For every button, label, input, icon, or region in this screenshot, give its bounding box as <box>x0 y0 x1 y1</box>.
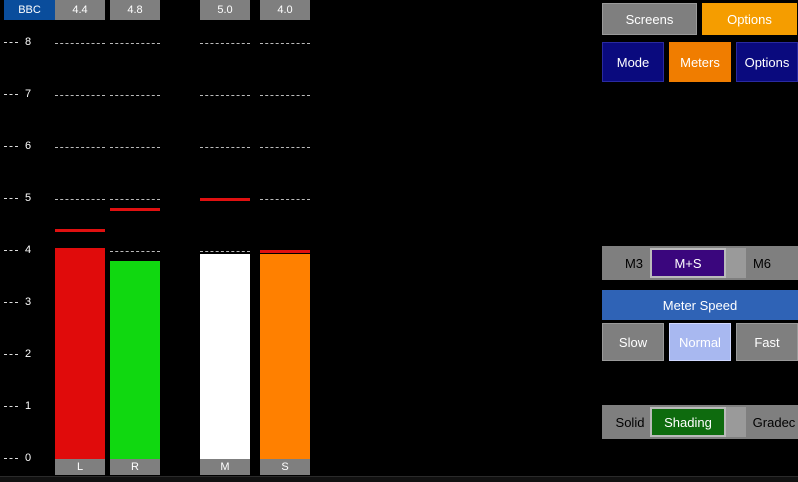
scale-tick-label: 5 <box>24 192 32 204</box>
brand-label: BBC <box>4 0 55 20</box>
peak-readout-m: 5.0 <box>200 0 250 20</box>
peak-readout-r: 4.8 <box>110 0 160 20</box>
scale-gridline <box>260 199 310 200</box>
scale-gridline <box>110 199 160 200</box>
fill-style-selected[interactable]: Shading <box>650 407 726 437</box>
scale-tick-label: 0 <box>24 452 32 464</box>
meter-mode-m3-option[interactable]: M3 <box>624 255 644 271</box>
meter-bar-m <box>200 253 250 459</box>
scale-gridline <box>200 43 250 44</box>
meter-mode-m6-option[interactable]: M6 <box>752 255 772 271</box>
scale-gridline <box>260 43 310 44</box>
meter-speed-title: Meter Speed <box>602 290 798 320</box>
scale-tick-label: 1 <box>24 400 32 412</box>
speed-fast-button[interactable]: Fast <box>736 323 798 361</box>
scale-tick <box>4 42 18 43</box>
scale-tick-label: 8 <box>24 36 32 48</box>
fill-style-solid-option[interactable]: Solid <box>615 414 645 430</box>
meter-mode-selected[interactable]: M+S <box>650 248 726 278</box>
scale-tick <box>4 250 18 251</box>
peak-hold-marker-m <box>200 198 250 201</box>
bottom-status-strip <box>0 476 798 482</box>
scale-row: 7 <box>0 88 310 100</box>
scale-gridline <box>55 95 105 96</box>
scale-row: 8 <box>0 36 310 48</box>
peak-hold-marker-s <box>260 250 310 253</box>
scale-gridline <box>110 95 160 96</box>
peak-readout-l: 4.4 <box>55 0 105 20</box>
options-tab[interactable]: Options <box>736 42 798 82</box>
scale-gridline <box>55 43 105 44</box>
scale-tick-label: 6 <box>24 140 32 152</box>
scale-tick <box>4 458 18 459</box>
scale-tick <box>4 354 18 355</box>
scale-gridline <box>200 147 250 148</box>
channel-label-s: S <box>260 459 310 475</box>
scale-tick-label: 2 <box>24 348 32 360</box>
peak-hold-marker-l <box>55 229 105 233</box>
speed-normal-button[interactable]: Normal <box>669 323 731 361</box>
scale-tick-label: 3 <box>24 296 32 308</box>
screens-button[interactable]: Screens <box>602 3 697 35</box>
speed-slow-button[interactable]: Slow <box>602 323 664 361</box>
scale-tick <box>4 94 18 95</box>
scale-gridline <box>55 147 105 148</box>
channel-label-l: L <box>55 459 105 475</box>
scale-gridline <box>110 147 160 148</box>
peak-readout-s: 4.0 <box>260 0 310 20</box>
scale-tick-label: 4 <box>24 244 32 256</box>
scale-tick <box>4 198 18 199</box>
meter-bar-s <box>260 253 310 459</box>
scale-tick-label: 7 <box>24 88 32 100</box>
scale-gridline <box>110 251 160 252</box>
meter-bar-l <box>55 248 105 459</box>
meter-bar-r <box>110 261 160 459</box>
scale-gridline <box>55 199 105 200</box>
meters-tab[interactable]: Meters <box>669 42 731 82</box>
fill-style-gradec-option[interactable]: Gradec <box>752 414 796 430</box>
fill-style-slider-track <box>726 407 746 437</box>
meter-mode-slider-track <box>726 248 746 278</box>
scale-tick <box>4 146 18 147</box>
scale-row: 5 <box>0 192 310 204</box>
channel-label-r: R <box>110 459 160 475</box>
channel-label-m: M <box>200 459 250 475</box>
scale-row: 6 <box>0 140 310 152</box>
mode-tab[interactable]: Mode <box>602 42 664 82</box>
scale-gridline <box>200 251 250 252</box>
scale-gridline <box>260 147 310 148</box>
scale-gridline <box>110 43 160 44</box>
peak-hold-marker-r <box>110 208 160 212</box>
scale-tick <box>4 302 18 303</box>
options-nav-button[interactable]: Options <box>702 3 797 35</box>
scale-gridline <box>260 95 310 96</box>
scale-gridline <box>200 95 250 96</box>
scale-tick <box>4 406 18 407</box>
